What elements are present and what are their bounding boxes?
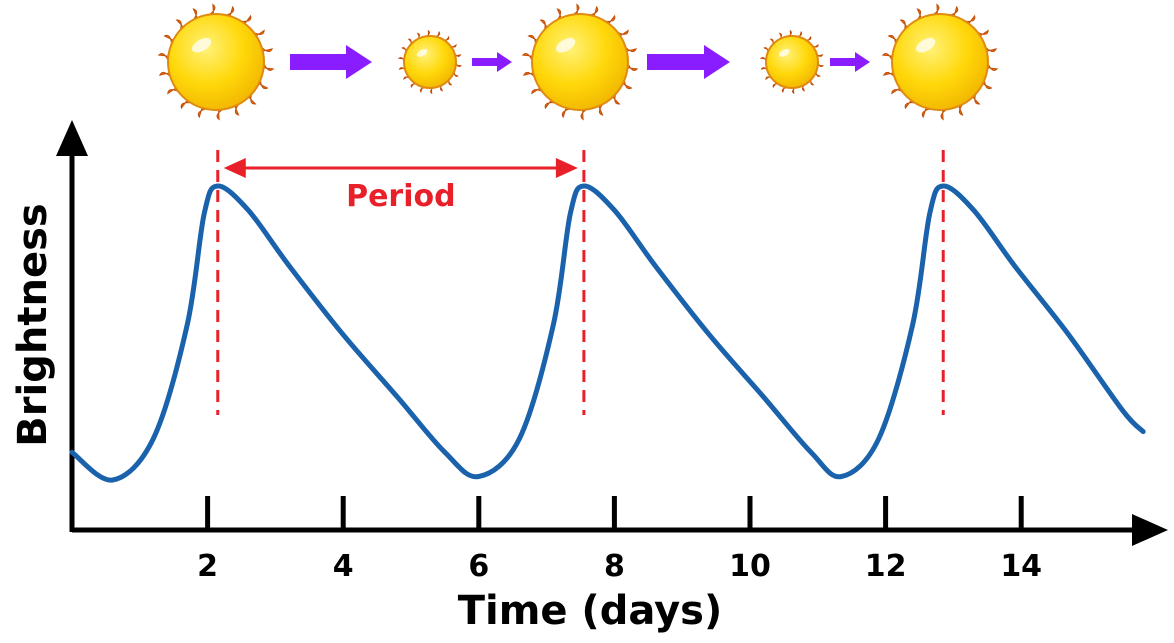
sun-star-icon: [397, 29, 463, 95]
period-arrowhead-right: [555, 158, 578, 178]
period-label: Period: [346, 179, 456, 214]
peak-markers: [216, 150, 945, 415]
purple-arrow-icon: [830, 52, 870, 72]
x-tick-label: 14: [1000, 549, 1042, 584]
sun-star-icon: [157, 3, 275, 121]
sun-star-icon: [521, 3, 639, 121]
x-tick-label: 12: [865, 549, 907, 584]
x-tick-label: 4: [333, 549, 354, 584]
y-axis-arrowhead: [56, 120, 88, 156]
x-tick-label: 2: [197, 549, 218, 584]
purple-arrow-icon: [290, 45, 372, 79]
x-axis-ticks: 2 4 6 8 10 12 14: [197, 496, 1042, 584]
star-pulsation-row: [157, 3, 999, 121]
period-annotation: Period: [223, 158, 578, 214]
purple-arrow-icon: [472, 52, 512, 72]
x-tick-label: 10: [729, 549, 771, 584]
x-tick-label: 8: [604, 549, 625, 584]
period-arrowhead-left: [223, 158, 246, 178]
axes: [56, 120, 1168, 546]
sun-star-icon: [881, 3, 999, 121]
purple-arrow-icon: [647, 45, 730, 79]
y-axis-title: Brightness: [10, 203, 56, 446]
brightness-curve: [69, 183, 1146, 483]
x-axis-arrowhead: [1132, 514, 1168, 546]
sun-star-icon: [759, 29, 825, 95]
x-axis-title: Time (days): [458, 588, 723, 634]
x-tick-label: 6: [468, 549, 489, 584]
